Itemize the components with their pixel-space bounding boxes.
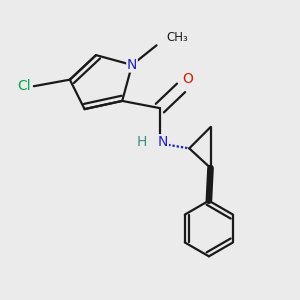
- Text: N: N: [158, 135, 168, 149]
- Text: CH₃: CH₃: [167, 31, 188, 44]
- Text: O: O: [183, 72, 194, 86]
- Text: N: N: [127, 58, 137, 72]
- Text: Cl: Cl: [17, 79, 31, 93]
- Text: H: H: [136, 135, 147, 149]
